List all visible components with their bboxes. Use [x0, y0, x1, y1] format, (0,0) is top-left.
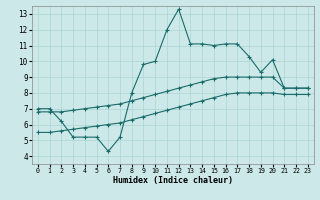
X-axis label: Humidex (Indice chaleur): Humidex (Indice chaleur)	[113, 176, 233, 185]
